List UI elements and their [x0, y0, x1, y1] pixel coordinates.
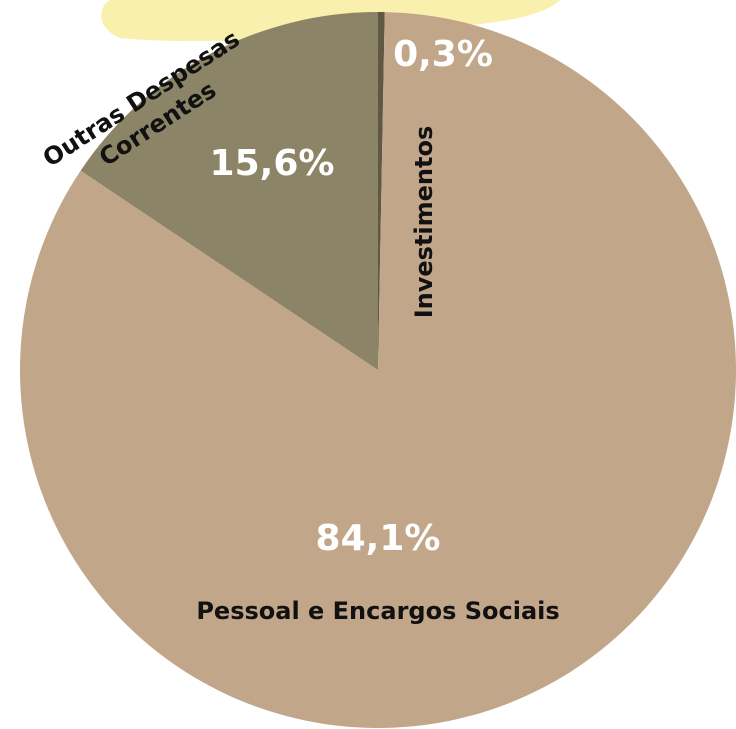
pie [20, 12, 736, 728]
value-label: 84,1% [316, 518, 441, 559]
pie-slice [20, 12, 736, 728]
pie-slice [80, 12, 378, 370]
category-label: Investimentos [410, 126, 438, 319]
value-label: 0,3% [393, 34, 493, 75]
value-label: 15,6% [210, 143, 335, 184]
category-label: Pessoal e Encargos Sociais [196, 597, 559, 625]
pie-slice [378, 12, 385, 370]
